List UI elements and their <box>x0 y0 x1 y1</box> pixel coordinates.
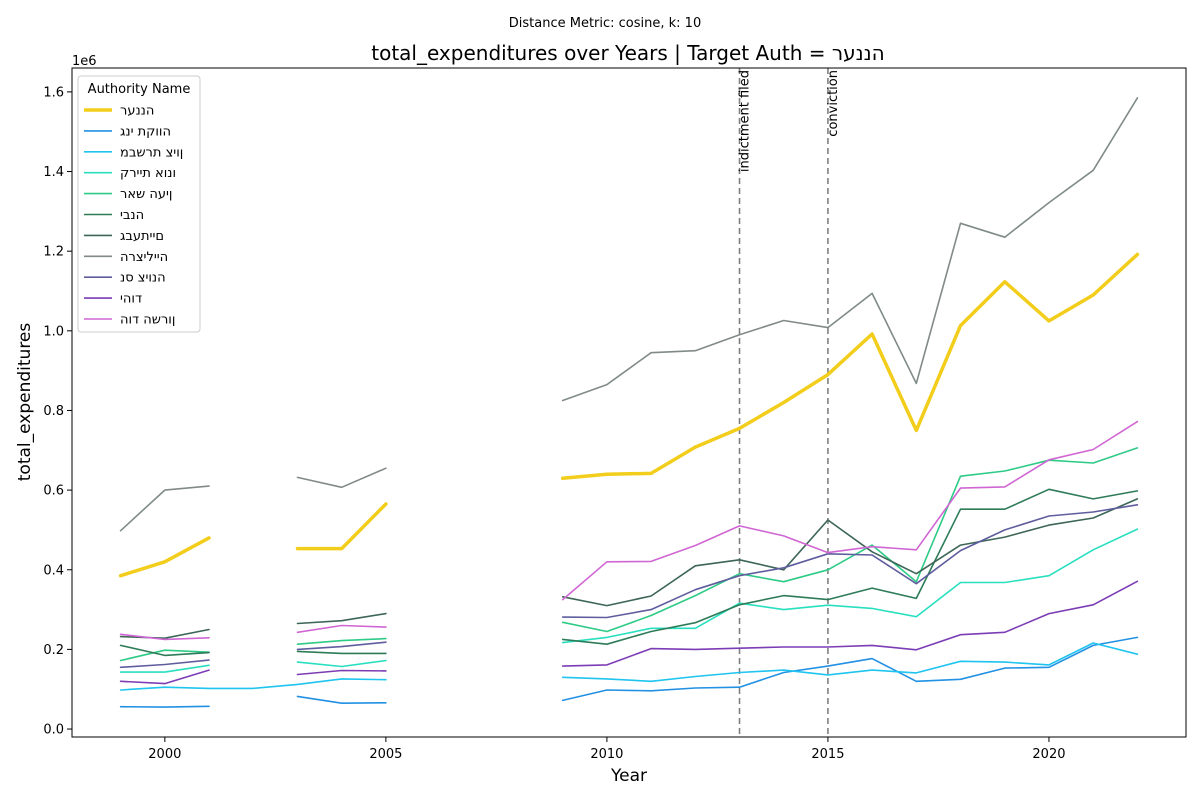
legend-label: דוהי <box>120 292 142 307</box>
y-tick-label: 0.8 <box>43 404 64 419</box>
legend-label: םייתעבג <box>120 229 164 244</box>
y-tick-label: 1.4 <box>43 165 64 180</box>
y-tick-label: 0.6 <box>43 484 64 499</box>
series-line <box>561 97 1139 402</box>
series-line <box>561 642 1139 683</box>
chart-title: total_expenditures over Years | Target A… <box>371 41 884 65</box>
series-line <box>296 612 387 625</box>
legend-label: ןויצ תרשבמ <box>120 145 183 160</box>
y-tick-label: 0.0 <box>43 723 64 738</box>
series-line <box>561 636 1139 702</box>
series-line <box>560 252 1140 480</box>
series-line <box>119 705 210 708</box>
series-line <box>296 695 387 704</box>
annotation-label: conviction <box>826 70 841 137</box>
plot-frame <box>71 67 1187 738</box>
series-line <box>296 637 387 645</box>
series-line <box>296 659 387 668</box>
series-line <box>295 502 388 551</box>
series-line <box>561 504 1139 619</box>
series-line <box>296 650 387 655</box>
series-line <box>119 633 210 641</box>
legend-label: ןורשה דוה <box>120 313 175 328</box>
x-axis: 2000 2005 2010 2015 2020 <box>148 737 1066 762</box>
series-line <box>296 669 387 676</box>
y-tick-label: 1.6 <box>43 85 64 100</box>
series-line <box>561 420 1139 601</box>
legend-label: הייליצרה <box>120 250 168 265</box>
legend: Authority Name הננער הווקת ינג ןויצ תרשבמ ו… <box>77 75 201 333</box>
series-line <box>119 628 210 639</box>
series-line <box>119 678 387 691</box>
chart-suptitle: Distance Metric: cosine, k: 10 <box>509 16 701 31</box>
y-tick-label: 1.0 <box>43 324 64 339</box>
y-tick-label: 0.4 <box>43 563 64 578</box>
legend-label: הננער <box>120 104 154 119</box>
y-tick-label: 1.2 <box>43 245 64 260</box>
x-axis-label: Year <box>610 766 647 786</box>
series-line <box>119 644 210 657</box>
series-line <box>119 649 210 662</box>
series-line <box>119 659 210 669</box>
x-tick-label: 2005 <box>369 747 402 762</box>
legend-label: הנויצ סנ <box>120 271 166 286</box>
legend-box <box>77 75 201 333</box>
series-line <box>561 488 1139 645</box>
y-axis-label: total_expenditures <box>15 323 35 482</box>
series-line <box>119 664 210 673</box>
legend-label: ןיעה שאר <box>120 187 172 202</box>
x-tick-label: 2020 <box>1032 747 1065 762</box>
series-line <box>561 580 1139 667</box>
legend-title: Authority Name <box>88 82 191 97</box>
annotations: indictment filed conviction <box>738 68 841 737</box>
y-tick-label: 0.2 <box>43 643 64 658</box>
series-line <box>118 536 211 578</box>
series-line <box>119 485 210 532</box>
series-lines <box>118 97 1140 708</box>
legend-items: הננער הווקת ינג ןויצ תרשבמ ונוא תיירק ןיעה ש… <box>84 104 183 328</box>
series-line <box>561 528 1139 644</box>
legend-label: ונוא תיירק <box>120 166 176 181</box>
series-line <box>561 498 1139 607</box>
legend-label: הנבי <box>120 208 144 223</box>
y-offset-text: 1e6 <box>72 54 97 69</box>
x-tick-label: 2015 <box>811 747 844 762</box>
y-axis: 0.0 0.2 0.4 0.6 0.8 1.0 1.2 1.4 1.6 <box>43 85 72 738</box>
x-tick-label: 2000 <box>148 747 181 762</box>
series-line <box>296 467 387 489</box>
series-line <box>296 641 387 651</box>
annotation-label: indictment filed <box>738 70 753 172</box>
legend-label: הווקת ינג <box>120 124 171 139</box>
series-line <box>296 624 387 634</box>
series-line <box>119 669 210 685</box>
x-tick-label: 2010 <box>590 747 623 762</box>
series-line <box>561 447 1139 633</box>
